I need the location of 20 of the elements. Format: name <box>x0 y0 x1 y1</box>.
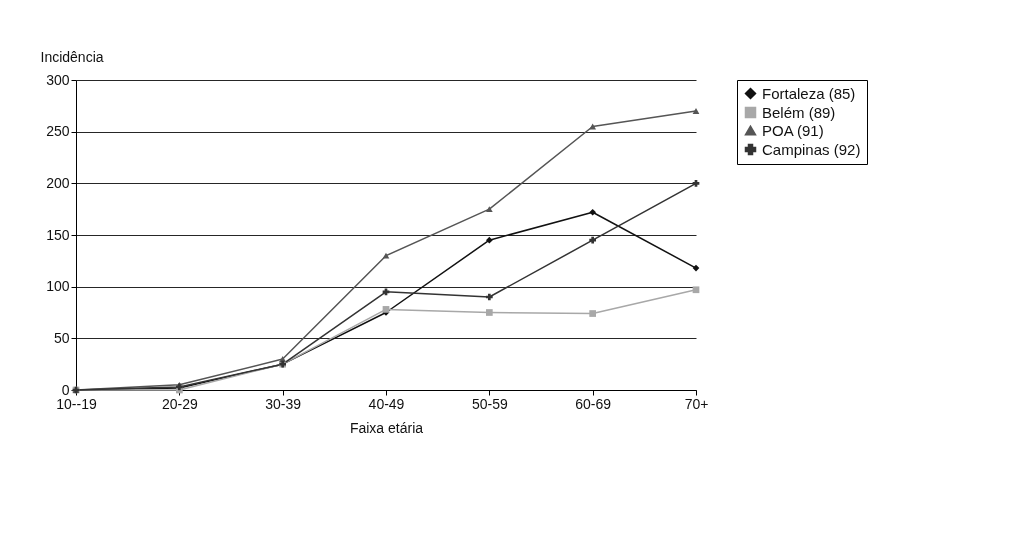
legend-label: Belém (89) <box>762 103 836 121</box>
x-tick-label: 50-59 <box>471 395 508 412</box>
x-tick-label: 30-39 <box>265 395 302 412</box>
legend-label: Campinas (92) <box>762 140 861 158</box>
y-tick-label: 0 <box>61 381 70 398</box>
x-tick-label: 70+ <box>684 395 709 412</box>
y-tick-label: 300 <box>46 71 70 88</box>
x-tick-label: 20-29 <box>161 395 198 412</box>
y-tick-label: 50 <box>53 329 70 346</box>
y-tick-label: 150 <box>46 226 70 243</box>
y-tick-label: 200 <box>46 174 70 191</box>
y-axis-title: Incidência <box>40 48 104 65</box>
y-tick-label: 250 <box>46 123 70 140</box>
x-tick-label: 40-49 <box>368 395 405 412</box>
x-tick-label: 10--19 <box>56 395 97 412</box>
x-tick-label: 60-69 <box>575 395 612 412</box>
legend-label: Fortaleza (85) <box>762 84 856 102</box>
legend-label: POA (91) <box>762 121 824 139</box>
y-tick-label: 100 <box>46 278 70 295</box>
x-axis-title: Faixa etária <box>349 419 424 436</box>
